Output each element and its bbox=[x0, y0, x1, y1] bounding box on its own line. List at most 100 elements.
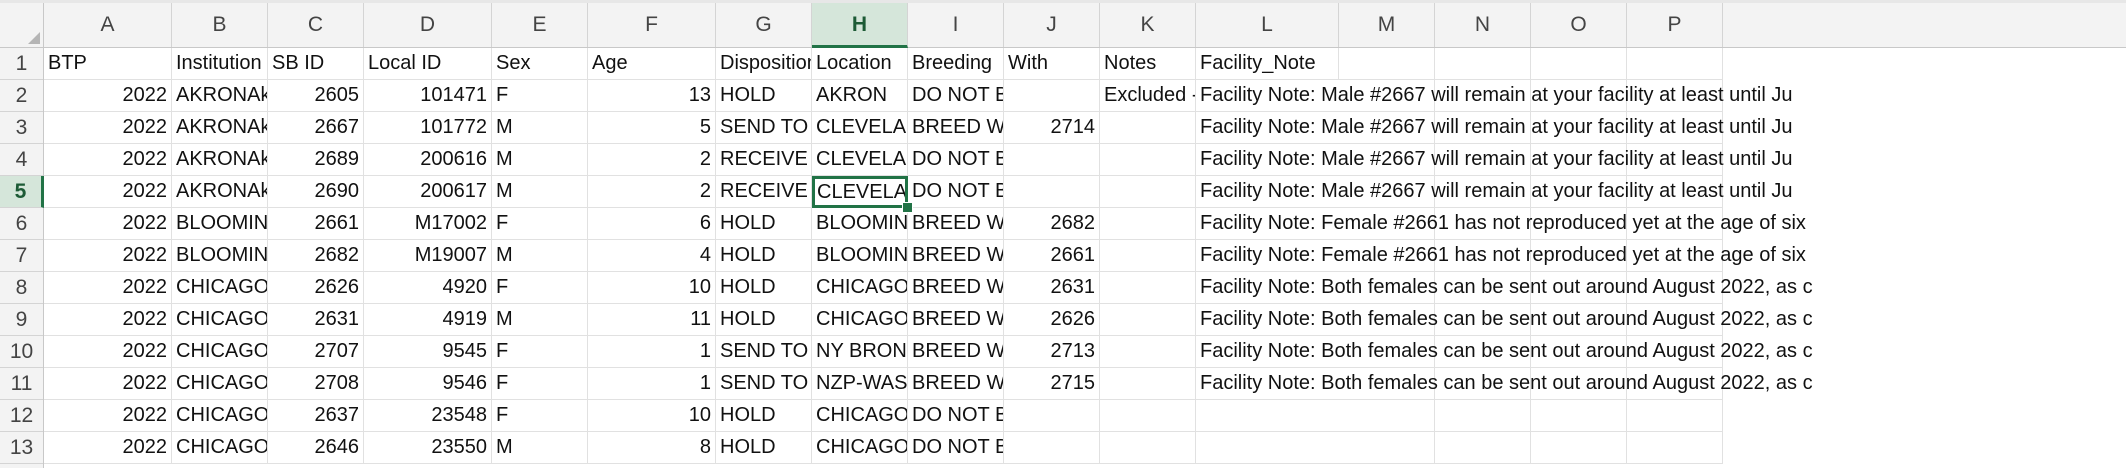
cell-f4[interactable]: 2 bbox=[588, 144, 716, 176]
cell-a11[interactable]: 2022 bbox=[44, 368, 172, 400]
cell-e5[interactable]: M bbox=[492, 176, 588, 208]
cell-j5[interactable] bbox=[1004, 176, 1100, 208]
cell-g6[interactable]: HOLD bbox=[716, 208, 812, 240]
cell-g4[interactable]: RECEIVE FRO bbox=[716, 144, 812, 176]
cell-l12[interactable] bbox=[1196, 400, 1723, 432]
cell-k6[interactable] bbox=[1100, 208, 1196, 240]
cell-g1[interactable]: Disposition bbox=[716, 48, 812, 80]
row-header-2[interactable]: 2 bbox=[0, 80, 43, 112]
cell-a12[interactable]: 2022 bbox=[44, 400, 172, 432]
cell-h5[interactable]: CLEVELAND bbox=[812, 176, 908, 208]
cell-a1[interactable]: BTP bbox=[44, 48, 172, 80]
cell-j7[interactable]: 2661 bbox=[1004, 240, 1100, 272]
cell-o12[interactable] bbox=[1531, 400, 1627, 432]
cell-d2[interactable]: 101471 bbox=[364, 80, 492, 112]
cell-j4[interactable] bbox=[1004, 144, 1100, 176]
cell-a3[interactable]: 2022 bbox=[44, 112, 172, 144]
cell-m1[interactable] bbox=[1339, 48, 1435, 80]
cell-n2[interactable] bbox=[1435, 80, 1531, 112]
cell-d5[interactable]: 200617 bbox=[364, 176, 492, 208]
cell-l4[interactable]: Facility Note: Male #2667 will remain at… bbox=[1196, 144, 1792, 176]
cell-i12[interactable]: DO NOT BREED bbox=[908, 400, 1004, 432]
cell-h7[interactable]: BLOOMINGT bbox=[812, 240, 908, 272]
cell-j9[interactable]: 2626 bbox=[1004, 304, 1100, 336]
cell-b2[interactable]: AKRONAkron bbox=[172, 80, 268, 112]
column-header-c[interactable]: C bbox=[268, 3, 364, 47]
cell-l9[interactable]: Facility Note: Both females can be sent … bbox=[1196, 304, 1813, 336]
cell-i1[interactable]: Breeding bbox=[908, 48, 1004, 80]
cell-m11[interactable] bbox=[1339, 368, 1435, 400]
cell-c4[interactable]: 2689 bbox=[268, 144, 364, 176]
cell-a9[interactable]: 2022 bbox=[44, 304, 172, 336]
cell-o6[interactable] bbox=[1531, 208, 1627, 240]
cell-d7[interactable]: M19007 bbox=[364, 240, 492, 272]
cell-c6[interactable]: 2661 bbox=[268, 208, 364, 240]
cell-a10[interactable]: 2022 bbox=[44, 336, 172, 368]
cell-k4[interactable] bbox=[1100, 144, 1196, 176]
cell-o4[interactable] bbox=[1531, 144, 1627, 176]
column-header-e[interactable]: E bbox=[492, 3, 588, 47]
cell-g11[interactable]: SEND TO bbox=[716, 368, 812, 400]
cell-j1[interactable]: With bbox=[1004, 48, 1100, 80]
cell-g5[interactable]: RECEIVE FRO bbox=[716, 176, 812, 208]
column-header-l[interactable]: L bbox=[1196, 3, 1339, 47]
cell-g10[interactable]: SEND TO bbox=[716, 336, 812, 368]
cell-i6[interactable]: BREED WITH bbox=[908, 208, 1004, 240]
cell-e10[interactable]: F bbox=[492, 336, 588, 368]
cell-n1[interactable] bbox=[1435, 48, 1531, 80]
cell-d3[interactable]: 101772 bbox=[364, 112, 492, 144]
row-header-8[interactable]: 8 bbox=[0, 272, 43, 304]
cell-e8[interactable]: F bbox=[492, 272, 588, 304]
cell-g8[interactable]: HOLD bbox=[716, 272, 812, 304]
cell-k2[interactable]: Excluded - Be bbox=[1100, 80, 1196, 112]
row-header-7[interactable]: 7 bbox=[0, 240, 43, 272]
cell-d4[interactable]: 200616 bbox=[364, 144, 492, 176]
cell-i3[interactable]: BREED WITH bbox=[908, 112, 1004, 144]
select-all-corner[interactable] bbox=[0, 3, 44, 48]
cell-i7[interactable]: BREED WITH bbox=[908, 240, 1004, 272]
cell-o3[interactable] bbox=[1531, 112, 1627, 144]
cell-b7[interactable]: BLOOMINGT bbox=[172, 240, 268, 272]
row-header-6[interactable]: 6 bbox=[0, 208, 43, 240]
cell-o1[interactable] bbox=[1531, 48, 1627, 80]
cell-a6[interactable]: 2022 bbox=[44, 208, 172, 240]
cell-grid[interactable]: BTP Institution SB ID Local ID Sex Age Disposi… bbox=[44, 48, 2126, 468]
cell-i8[interactable]: BREED WITH bbox=[908, 272, 1004, 304]
cell-f1[interactable]: Age bbox=[588, 48, 716, 80]
cell-b1[interactable]: Institution bbox=[172, 48, 268, 80]
cell-o9[interactable] bbox=[1531, 304, 1627, 336]
row-header-10[interactable]: 10 bbox=[0, 336, 43, 368]
cell-e1[interactable]: Sex bbox=[492, 48, 588, 80]
cell-d1[interactable]: Local ID bbox=[364, 48, 492, 80]
cell-j6[interactable]: 2682 bbox=[1004, 208, 1100, 240]
cell-k5[interactable] bbox=[1100, 176, 1196, 208]
column-header-h[interactable]: H bbox=[812, 3, 908, 48]
cell-b12[interactable]: CHICAGOLPI bbox=[172, 400, 268, 432]
cell-c13[interactable]: 2646 bbox=[268, 432, 364, 464]
cell-o10[interactable] bbox=[1531, 336, 1627, 368]
row-header-3[interactable]: 3 bbox=[0, 112, 43, 144]
cell-f9[interactable]: 11 bbox=[588, 304, 716, 336]
cell-o13[interactable] bbox=[1531, 432, 1627, 464]
column-header-d[interactable]: D bbox=[364, 3, 492, 47]
cell-e12[interactable]: F bbox=[492, 400, 588, 432]
cell-c7[interactable]: 2682 bbox=[268, 240, 364, 272]
cell-j13[interactable] bbox=[1004, 432, 1100, 464]
cell-b6[interactable]: BLOOMINGT bbox=[172, 208, 268, 240]
cell-a13[interactable]: 2022 bbox=[44, 432, 172, 464]
cell-f12[interactable]: 10 bbox=[588, 400, 716, 432]
cell-l1[interactable]: Facility_Note bbox=[1196, 48, 1339, 80]
cell-b4[interactable]: AKRONAkron bbox=[172, 144, 268, 176]
cell-i2[interactable]: DO NOT BREED bbox=[908, 80, 1004, 112]
cell-l8[interactable]: Facility Note: Both females can be sent … bbox=[1196, 272, 1813, 304]
row-header-4[interactable]: 4 bbox=[0, 144, 43, 176]
cell-g3[interactable]: SEND TO bbox=[716, 112, 812, 144]
cell-i4[interactable]: DO NOT BREED bbox=[908, 144, 1004, 176]
column-header-j[interactable]: J bbox=[1004, 3, 1100, 47]
cell-b13[interactable]: CHICAGOLPI bbox=[172, 432, 268, 464]
cell-h4[interactable]: CLEVELAND bbox=[812, 144, 908, 176]
cell-h11[interactable]: NZP-WASH bbox=[812, 368, 908, 400]
